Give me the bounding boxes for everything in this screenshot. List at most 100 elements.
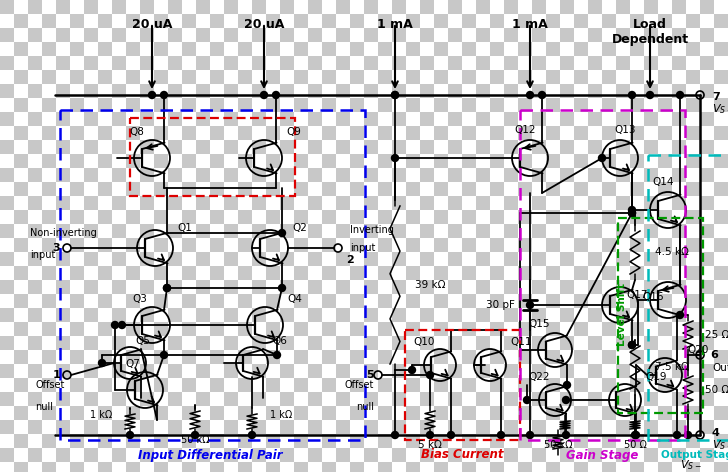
Bar xyxy=(672,28,686,42)
Bar xyxy=(602,392,616,406)
Bar xyxy=(616,252,630,266)
Bar xyxy=(280,196,294,210)
Bar xyxy=(126,392,140,406)
Bar xyxy=(70,308,84,322)
Bar xyxy=(658,70,672,84)
Bar xyxy=(364,84,378,98)
Bar xyxy=(602,462,616,472)
Bar xyxy=(112,434,126,448)
Bar xyxy=(140,308,154,322)
Bar xyxy=(0,364,14,378)
Bar xyxy=(490,364,504,378)
Bar xyxy=(420,322,434,336)
Bar xyxy=(378,28,392,42)
Bar xyxy=(336,168,350,182)
Bar xyxy=(504,462,518,472)
Bar xyxy=(644,364,658,378)
Bar xyxy=(364,168,378,182)
Bar xyxy=(224,70,238,84)
Bar xyxy=(420,0,434,14)
Bar xyxy=(280,266,294,280)
Bar xyxy=(322,112,336,126)
Bar xyxy=(350,182,364,196)
Bar xyxy=(154,42,168,56)
Bar xyxy=(560,70,574,84)
Bar xyxy=(14,350,28,364)
Bar xyxy=(182,434,196,448)
Bar xyxy=(56,56,70,70)
Bar xyxy=(476,70,490,84)
Bar xyxy=(224,42,238,56)
Circle shape xyxy=(631,431,638,438)
Bar xyxy=(98,434,112,448)
Bar xyxy=(392,420,406,434)
Bar xyxy=(210,42,224,56)
Text: Offset: Offset xyxy=(35,380,64,390)
Bar xyxy=(686,42,700,56)
Bar xyxy=(14,364,28,378)
Text: Q8: Q8 xyxy=(129,127,144,137)
Bar xyxy=(280,56,294,70)
Bar xyxy=(350,168,364,182)
Bar xyxy=(700,406,714,420)
Bar xyxy=(196,42,210,56)
Bar xyxy=(126,98,140,112)
Bar xyxy=(98,112,112,126)
Bar xyxy=(462,280,476,294)
Bar xyxy=(616,364,630,378)
Bar xyxy=(630,154,644,168)
Bar xyxy=(154,294,168,308)
Bar xyxy=(644,238,658,252)
Bar xyxy=(28,392,42,406)
Bar xyxy=(658,42,672,56)
Bar xyxy=(560,238,574,252)
Bar xyxy=(98,126,112,140)
Bar xyxy=(308,182,322,196)
Bar xyxy=(224,112,238,126)
Bar xyxy=(546,364,560,378)
Bar xyxy=(238,28,252,42)
Bar xyxy=(574,336,588,350)
Bar xyxy=(420,280,434,294)
Bar xyxy=(700,196,714,210)
Bar xyxy=(84,462,98,472)
Bar xyxy=(658,182,672,196)
Bar xyxy=(714,378,728,392)
Bar xyxy=(406,336,420,350)
Bar xyxy=(504,364,518,378)
Bar xyxy=(238,182,252,196)
Bar xyxy=(448,378,462,392)
Bar xyxy=(700,154,714,168)
Bar xyxy=(518,406,532,420)
Bar xyxy=(644,448,658,462)
Bar xyxy=(98,196,112,210)
Bar xyxy=(224,0,238,14)
Bar xyxy=(574,210,588,224)
Bar xyxy=(672,350,686,364)
Bar xyxy=(322,308,336,322)
Bar xyxy=(630,112,644,126)
Text: Q13: Q13 xyxy=(614,125,636,135)
Bar xyxy=(658,308,672,322)
Bar xyxy=(588,434,602,448)
Bar xyxy=(490,56,504,70)
Bar xyxy=(154,70,168,84)
Bar xyxy=(672,0,686,14)
Bar xyxy=(616,210,630,224)
Bar xyxy=(658,168,672,182)
Bar xyxy=(518,196,532,210)
Bar xyxy=(238,378,252,392)
Bar xyxy=(658,448,672,462)
Bar xyxy=(560,98,574,112)
Circle shape xyxy=(676,312,684,319)
Bar xyxy=(182,42,196,56)
Circle shape xyxy=(646,92,654,99)
Bar xyxy=(462,168,476,182)
Bar xyxy=(392,0,406,14)
Bar xyxy=(378,140,392,154)
Bar xyxy=(126,42,140,56)
Bar xyxy=(434,350,448,364)
Bar xyxy=(224,210,238,224)
Circle shape xyxy=(628,342,636,348)
Bar xyxy=(504,392,518,406)
